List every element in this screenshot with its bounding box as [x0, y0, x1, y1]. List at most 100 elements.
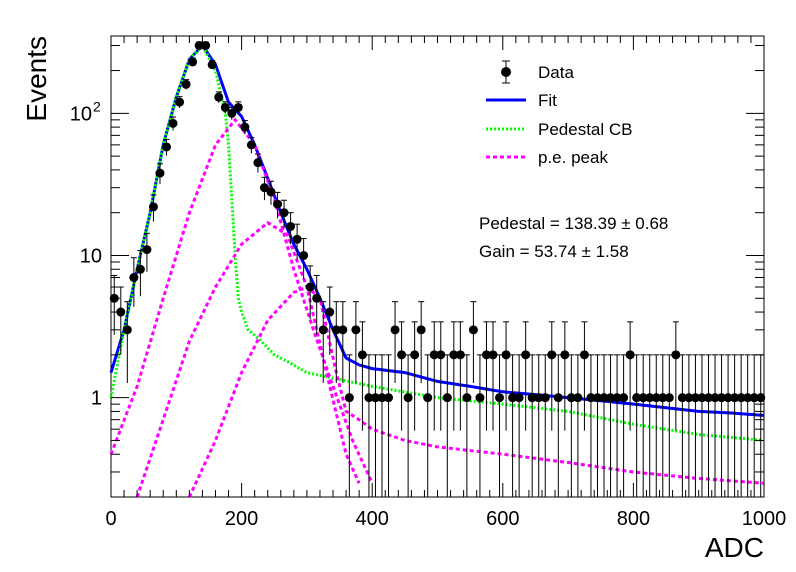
data-point: [547, 350, 557, 360]
data-point: [370, 393, 380, 403]
data-point: [344, 393, 354, 403]
data-point: [312, 293, 322, 303]
data-point: [442, 393, 452, 403]
x-tick-label: 800: [617, 508, 650, 530]
data-point: [540, 393, 550, 403]
data-point: [651, 393, 661, 403]
data-point: [632, 393, 642, 403]
data-point: [233, 102, 243, 112]
data-point: [403, 393, 413, 403]
data-point: [449, 350, 459, 360]
data-point: [318, 325, 328, 335]
data-point: [266, 187, 276, 197]
legend-data-marker: [501, 67, 511, 77]
x-tick-label: 1000: [742, 508, 787, 530]
data-point: [717, 393, 727, 403]
data-point: [331, 325, 341, 335]
data-point: [664, 393, 674, 403]
x-tick-label: 600: [486, 508, 519, 530]
data-point: [116, 307, 126, 317]
data-point: [299, 250, 309, 260]
series-line-p-e-peak-1-: [109, 117, 374, 484]
data-point: [495, 393, 505, 403]
data-point: [279, 208, 289, 218]
data-point: [227, 108, 237, 118]
data-point: [246, 140, 256, 150]
data-point: [468, 325, 478, 335]
data-point: [619, 393, 629, 403]
data-point: [429, 350, 439, 360]
data-point: [592, 393, 602, 403]
data-point: [455, 350, 465, 360]
data-point: [521, 350, 531, 360]
legend-label: Pedestal CB: [538, 120, 633, 139]
x-tick-label: 200: [225, 508, 258, 530]
data-point: [481, 350, 491, 360]
data-point: [214, 92, 224, 102]
data-point: [514, 393, 524, 403]
data-point: [671, 350, 681, 360]
data-point: [645, 393, 655, 403]
data-point: [155, 168, 165, 178]
data-point: [220, 102, 230, 112]
series-line-p-e-peak-2-: [135, 220, 361, 498]
data-point: [410, 350, 420, 360]
y-axis-label: Events: [21, 36, 52, 122]
data-point: [377, 393, 387, 403]
y-tick-exponent: 2: [93, 98, 101, 114]
data-point: [508, 393, 518, 403]
data-point: [625, 350, 635, 360]
data-point: [462, 393, 472, 403]
data-point: [677, 393, 687, 403]
x-tick-label: 400: [356, 508, 389, 530]
data-point: [142, 245, 152, 255]
data-point: [658, 393, 668, 403]
data-point: [690, 393, 700, 403]
data-point: [122, 325, 132, 335]
data-point: [730, 393, 740, 403]
data-point: [259, 183, 269, 193]
data-point: [207, 60, 217, 70]
data-point: [723, 393, 733, 403]
data-point: [553, 393, 563, 403]
y-tick-label: 10: [70, 103, 92, 125]
data-point: [612, 393, 622, 403]
data-point: [286, 221, 296, 231]
gain-annotation: Gain = 53.74 ± 1.58: [479, 242, 629, 261]
data-point: [599, 393, 609, 403]
data-point: [736, 393, 746, 403]
y-tick-label: 1: [91, 388, 102, 410]
data-point: [357, 350, 367, 360]
series-line-p-e-peak-3-: [188, 285, 765, 498]
data-point: [129, 273, 139, 283]
data-point: [710, 393, 720, 403]
data-point: [135, 264, 145, 274]
data-point: [436, 350, 446, 360]
data-point: [501, 350, 511, 360]
legend-label: p.e. peak: [538, 148, 608, 167]
data-point: [397, 350, 407, 360]
series-line-pedestal-cb: [109, 42, 765, 442]
data-point: [697, 393, 707, 403]
data-point: [416, 325, 426, 335]
legend-label: Data: [538, 63, 574, 82]
x-tick-label: 0: [105, 508, 116, 530]
data-point: [181, 79, 191, 89]
data-point: [364, 393, 374, 403]
plot-frame: [110, 35, 765, 498]
data-point: [338, 325, 348, 335]
data-point: [606, 393, 616, 403]
data-point: [325, 307, 335, 317]
data-point: [638, 393, 648, 403]
data-point: [168, 118, 178, 128]
data-layer: [109, 41, 766, 498]
data-point: [253, 158, 263, 168]
data-point: [579, 350, 589, 360]
data-point: [475, 393, 485, 403]
data-point: [534, 393, 544, 403]
data-point: [573, 393, 583, 403]
data-point: [148, 202, 158, 212]
data-point: [201, 41, 211, 51]
